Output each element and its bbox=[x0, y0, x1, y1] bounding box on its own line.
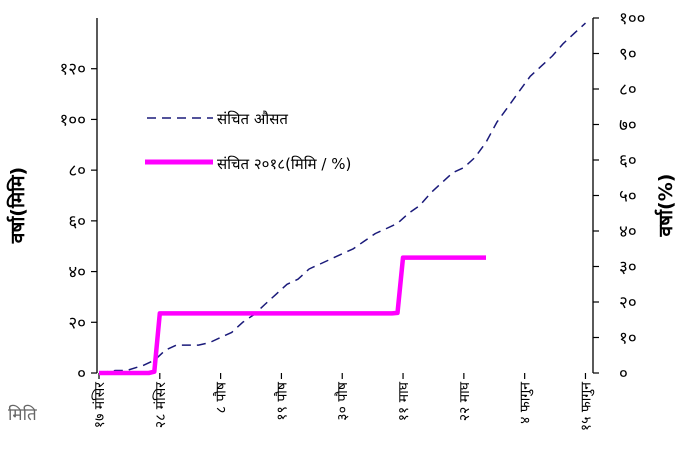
y-left-tick-label: ० bbox=[77, 364, 86, 384]
x-tick-label: ११ माघ bbox=[396, 381, 412, 421]
y-left-tick-label: ८० bbox=[68, 161, 86, 181]
y-right-tick-label: १० bbox=[619, 329, 637, 349]
x-tick-label: १९ पौष bbox=[273, 381, 290, 421]
y-left-tick-label: १०० bbox=[59, 110, 86, 130]
y-left-tick-label: २० bbox=[68, 313, 86, 333]
y-left-title: वर्षा(मिमि) bbox=[6, 167, 29, 244]
y-right-tick-label: ० bbox=[619, 364, 628, 384]
axes: ० २० ४० ६० ८० १०० १२० ० १० २० ३० ४० ५० ६० ७० ८० ९० १०० १७ … bbox=[59, 9, 645, 431]
x-title: मिति bbox=[8, 404, 37, 425]
x-tick-label: ३० पौष bbox=[334, 381, 351, 421]
x-tick-label: ४ फागुन bbox=[518, 382, 534, 424]
series-layer bbox=[98, 22, 587, 376]
x-tick-label: १५ फागुन bbox=[578, 382, 594, 431]
legend-avg-label: संचित औसत bbox=[217, 110, 288, 128]
y-right-tick-label: ५० bbox=[619, 187, 637, 207]
y-left-tick-label: ६० bbox=[68, 212, 86, 232]
legend: संचित औसत संचित २०१८(मिमि / %) bbox=[145, 110, 351, 173]
y-right-tick-label: १०० bbox=[619, 9, 646, 29]
y-right-tick-label: ४० bbox=[619, 222, 637, 242]
x-tick-label: २८ मंसिर bbox=[152, 382, 169, 428]
series-cumulative-2018 bbox=[99, 255, 486, 376]
y-left-tick-label: ४० bbox=[68, 263, 86, 283]
x-tick-label: ८ पौष bbox=[213, 381, 230, 413]
y-right-title: वर्षा(%) bbox=[654, 174, 677, 238]
y-right-tick-label: ९० bbox=[619, 45, 637, 65]
y-left-tick-label: १२० bbox=[59, 60, 86, 80]
y-right-tick-label: २० bbox=[619, 293, 637, 313]
y-right-tick-label: ८० bbox=[619, 80, 637, 100]
y-right-tick-label: ७० bbox=[619, 116, 637, 136]
x-tick-label: १७ मंसिर bbox=[91, 382, 108, 428]
legend-2018-label: संचित २०१८(मिमि / %) bbox=[217, 155, 351, 173]
y-right-tick-label: ३० bbox=[619, 258, 637, 278]
y-right-tick-label: ६० bbox=[619, 151, 637, 171]
x-tick-label: २२ माघ bbox=[457, 381, 473, 421]
series-cumulative-average bbox=[98, 22, 587, 374]
